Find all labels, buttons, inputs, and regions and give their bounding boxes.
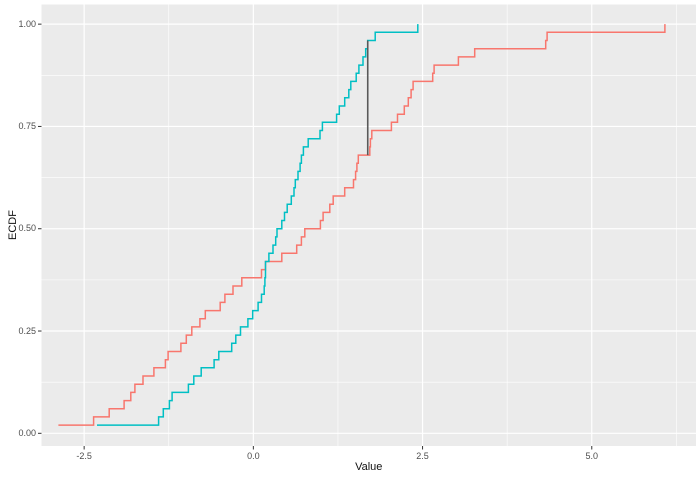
major-gridlines (41, 4, 696, 446)
ecdf-curves (58, 24, 666, 426)
axis-tick-marks (38, 23, 593, 450)
y-axis-title: ECDF (7, 210, 19, 241)
ecdf-curve-sample_2 (97, 24, 419, 426)
minor-gridlines (41, 4, 696, 446)
x-axis-title: Value (355, 461, 383, 473)
plot-panel-background (41, 4, 696, 446)
ecdf-curve-sample_1 (58, 24, 666, 426)
